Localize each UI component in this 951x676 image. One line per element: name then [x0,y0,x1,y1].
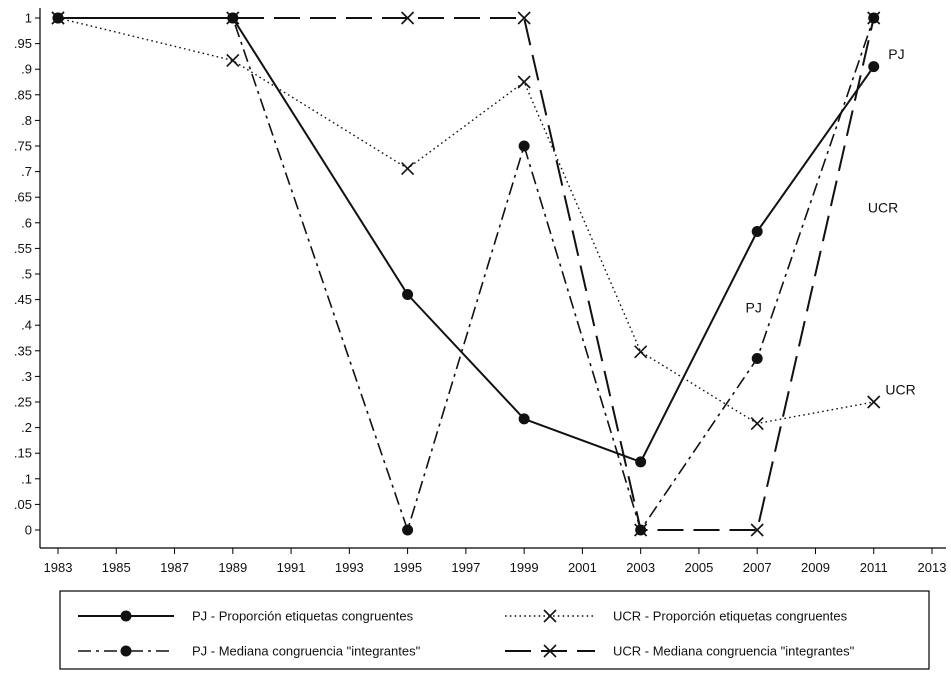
legend-label: PJ - Mediana congruencia "integrantes" [192,644,421,659]
x-tick-label: 2013 [918,560,947,575]
y-tick-label: .5 [21,267,32,282]
y-ticks: 0 .05 .1 .15 .2 .25 .3 .35 .4 .45 .5 .55 .6 .65 .7 .75.… [14,11,40,538]
x-tick-label: 1995 [393,560,422,575]
y-tick-label: .3 [21,369,32,384]
data-point-x [517,11,531,25]
annotation-layer: PJ UCR PJ UCR [746,46,916,397]
x-ticks: 1983 1985 1987 1989 1991 1993 1995 1997 1999 2001… [44,548,947,575]
y-tick-label: 1 [25,11,32,26]
data-point-x [634,345,648,359]
y-tick-label: .1 [21,471,32,486]
y-tick-label: .6 [21,215,32,230]
legend-box [59,590,930,670]
legend-label: UCR - Proporción etiquetas congruentes [613,609,848,624]
data-point-x [867,11,881,25]
series-line [58,17,875,531]
x-tick-label: 1999 [510,560,539,575]
y-tick-label: .35 [14,343,32,358]
x-tick-label: 1985 [102,560,131,575]
annotation-label: UCR [868,200,898,216]
data-point-circle [751,352,763,364]
x-tick-label: 1989 [218,560,247,575]
legend-label: PJ - Proporción etiquetas congruentes [192,609,414,624]
data-point-circle [120,610,132,622]
data-point-x [517,75,531,89]
annotation-label: UCR [885,381,915,397]
legend-item-ucr-proporcion: UCR - Proporción etiquetas congruentes [505,609,848,624]
data-point-circle [402,288,414,300]
data-point-circle [518,413,530,425]
data-point-circle [518,140,530,152]
x-tick-label: 2001 [568,560,597,575]
data-point-x [543,644,557,658]
data-point-circle [751,226,763,238]
data-point-circle [635,456,647,468]
series-ucr-mediana [51,11,881,537]
legend-label: UCR - Mediana congruencia "integrantes" [613,644,855,659]
data-point-x [226,53,240,68]
annotation-label: PJ [888,46,904,62]
data-point-circle [868,61,880,73]
x-tick-label: 1987 [160,560,189,575]
axes: 0 .05 .1 .15 .2 .25 .3 .35 .4 .45 .5 .55 .6 .65 .7 .75.… [14,8,947,575]
x-tick-label: 1991 [277,560,306,575]
series-pj-proporcion [52,12,880,468]
y-tick-label: .7 [21,164,32,179]
x-tick-label: 2011 [860,560,888,575]
series-ucr-proporcion [51,11,881,431]
x-tick-label: 1983 [44,560,73,575]
data-point-x [543,609,557,623]
y-tick-label: .75 [14,139,32,154]
x-tick-label: 1997 [451,560,480,575]
data-point-x [634,523,648,537]
x-tick-label: 2003 [626,560,655,575]
y-tick-label: .55 [14,241,32,256]
y-tick-label: 0 [25,523,32,538]
series-layer [51,11,881,537]
y-tick-label: .85 [14,87,32,102]
data-point-circle [120,645,132,657]
y-tick-label: .2 [21,420,32,435]
legend-item-ucr-mediana: UCR - Mediana congruencia "integrantes" [505,644,855,659]
series-line [58,17,875,463]
legend-item-pj-proporcion: PJ - Proporción etiquetas congruentes [78,609,414,624]
y-tick-label: .45 [14,292,32,307]
series-pj-mediana [52,12,880,536]
data-point-x [867,395,881,409]
series-line [57,17,874,425]
y-tick-label: .15 [14,446,32,461]
y-tick-label: .9 [21,62,32,77]
data-point-x [226,11,240,25]
legend: PJ - Proporción etiquetas congruentes UCR… [59,590,930,670]
y-tick-label: .65 [14,190,32,205]
x-tick-label: 2009 [801,560,830,575]
y-tick-label: .4 [21,318,32,333]
data-point-x [750,416,764,431]
y-tick-label: .25 [14,395,32,410]
data-point-x [401,161,415,176]
y-tick-label: .05 [14,497,32,512]
data-point-x [750,523,764,537]
data-point-circle [402,524,414,536]
annotation-label: PJ [746,299,762,315]
x-tick-label: 2005 [684,560,713,575]
y-tick-label: .8 [21,113,32,128]
x-tick-label: 1993 [335,560,364,575]
data-point-x [51,11,65,25]
series-line [58,17,875,531]
data-point-x [401,11,415,25]
legend-item-pj-mediana: PJ - Mediana congruencia "integrantes" [78,644,421,659]
y-tick-label: .95 [14,36,32,51]
x-tick-label: 2007 [743,560,772,575]
